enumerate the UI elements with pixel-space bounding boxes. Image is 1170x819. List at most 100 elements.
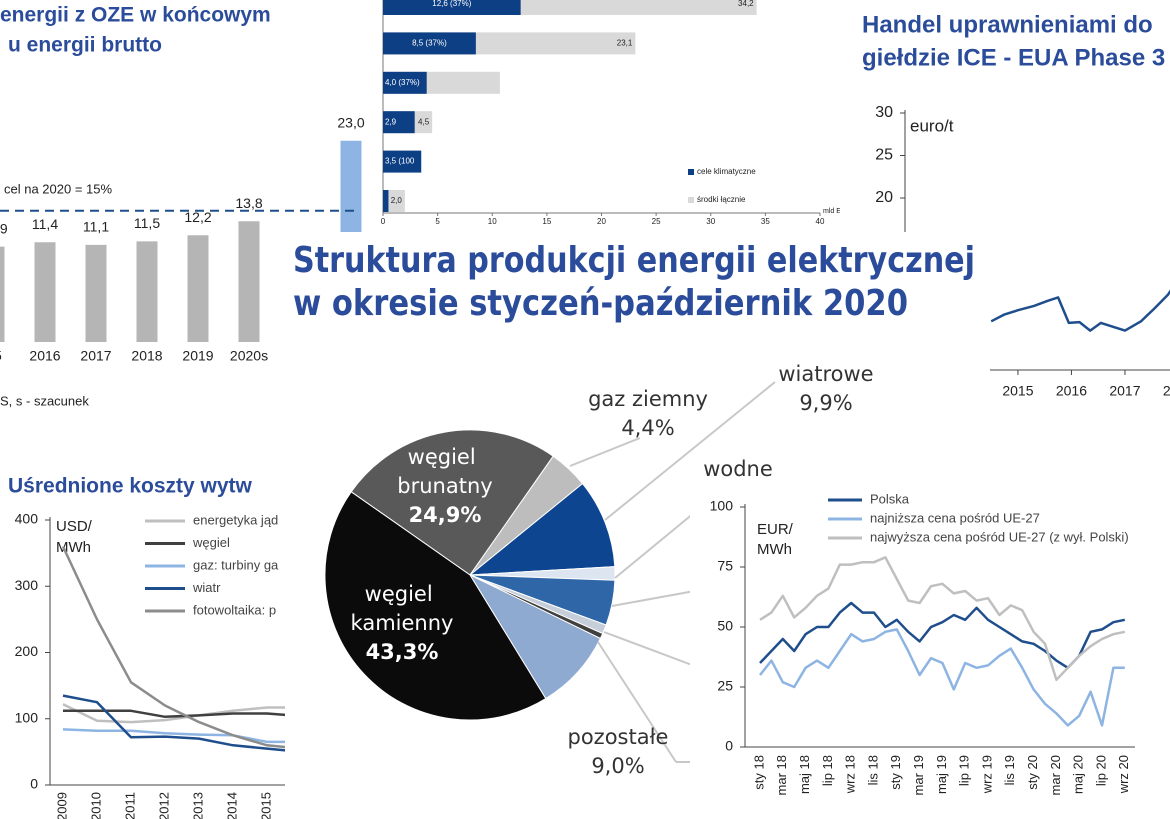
- slice-label: węgiel brunatny: [397, 445, 492, 498]
- y-tick-label: 50: [717, 618, 733, 634]
- line-series: [990, 289, 1170, 332]
- bar: [187, 235, 209, 342]
- slice-label: wiatrowe: [778, 362, 873, 386]
- pie-slice: [468, 482, 616, 576]
- value-label: 4,0 (37%): [385, 78, 420, 87]
- leader-line: [569, 437, 641, 467]
- bar: [383, 71, 427, 94]
- x-tick-label: 2014: [224, 792, 239, 819]
- leader-line: [604, 381, 776, 521]
- leader-line: [611, 589, 701, 607]
- legend-label: wiatr: [192, 580, 221, 595]
- value-label: 4,5: [418, 117, 430, 126]
- line-series: [759, 628, 1125, 727]
- x-tick-label: 2018: [1163, 383, 1170, 399]
- value-label: 34,2: [738, 0, 754, 8]
- value-label: 3,5 (100: [385, 157, 415, 166]
- y-tick-label: 75: [717, 558, 733, 574]
- chart-title: energii z OZE w końcowym: [0, 4, 271, 27]
- legend-label: węgiel: [192, 535, 230, 550]
- x-tick-label: maj 20: [1071, 755, 1086, 794]
- x-tick-label: 2018: [131, 348, 162, 364]
- x-tick-label: maj 19: [934, 755, 949, 794]
- pie-slice: [324, 491, 547, 721]
- slice-value-label: 9,0%: [591, 754, 644, 778]
- y-tick-label: 0: [725, 738, 733, 754]
- leader-line: [603, 631, 701, 669]
- x-tick-label: 2015: [258, 792, 273, 819]
- slice-value-label: 24,9%: [409, 503, 482, 527]
- x-tick-label: sty 20: [1025, 755, 1040, 790]
- chart-title: Handel uprawnieniami do: [862, 11, 1153, 38]
- axis-unit: MWh: [757, 541, 792, 558]
- x-tick-label: mar 19: [911, 755, 926, 795]
- legend-label: gaz: turbiny ga: [193, 557, 279, 572]
- slice-label: wodne: [703, 457, 773, 481]
- x-tick-label: lis 18: [865, 755, 880, 785]
- x-tick-label: 15: [0, 348, 2, 364]
- bar: [34, 242, 56, 342]
- x-tick-label: 2019: [182, 348, 213, 364]
- x-tick-label: maj 18: [797, 755, 812, 794]
- slice-value-label: 43,3%: [366, 640, 439, 664]
- y-tick-label: 25: [717, 678, 733, 694]
- x-tick-label: mar 20: [1048, 755, 1063, 795]
- axis-unit: EUR/: [757, 521, 794, 538]
- legend-label: cele klimatyczne: [697, 167, 756, 176]
- x-tick-label: 10: [488, 217, 497, 226]
- bar: [383, 32, 476, 55]
- x-tick-label: 15: [542, 217, 551, 226]
- line-series: [61, 545, 300, 750]
- line-series: [759, 556, 1126, 682]
- value-label: 8,5 (37%): [412, 39, 447, 48]
- bar: [383, 190, 389, 212]
- axis-unit: mld EU: [823, 208, 846, 215]
- value-label: 11,1: [83, 219, 109, 235]
- panel: 0 5 10 15 20 25 30 35 40 34,2 23,1 4,5 2,0 12,6 (37%)…: [370, 0, 846, 232]
- x-tick-label: 25: [652, 217, 661, 226]
- x-tick-label: 2016: [29, 348, 60, 364]
- y-tick-label: 25: [875, 147, 893, 164]
- x-tick-label: lip 20: [1093, 755, 1108, 786]
- value-label: 11,4: [32, 216, 58, 232]
- value-label: 12,6 (37%): [432, 0, 471, 8]
- slice-label: pozostałe: [568, 725, 669, 749]
- bar: [0, 246, 5, 342]
- chart-title: Uśrednione koszty wytw: [8, 475, 253, 498]
- slice-value-label: 4,4%: [621, 416, 674, 440]
- y-tick-label: 0: [30, 776, 38, 792]
- x-tick-label: sty 19: [888, 755, 903, 790]
- y-tick-label: 400: [15, 511, 39, 527]
- legend-swatch: [688, 169, 694, 175]
- x-tick-label: 2009: [54, 792, 69, 819]
- value-label: 13,8: [235, 195, 262, 211]
- chart-title: w okresie styczeń-październik 2020: [293, 283, 908, 324]
- x-tick-label: 30: [706, 217, 715, 226]
- legend-label: Polska: [870, 491, 910, 506]
- x-tick-label: 2020s: [230, 348, 268, 364]
- x-tick-label: 0: [381, 217, 386, 226]
- x-tick-label: 2011: [122, 792, 137, 819]
- x-tick-label: 40: [816, 217, 825, 226]
- line-series: [62, 728, 300, 744]
- y-tick-label: 20: [875, 189, 893, 206]
- value-label: 11,5: [134, 215, 160, 231]
- x-tick-label: wrz 18: [843, 755, 858, 794]
- reference-label: cel na 2020 = 15%: [4, 181, 112, 196]
- bar: [383, 150, 422, 173]
- y-tick-label: 100: [15, 709, 39, 725]
- x-tick-label: 2013: [190, 792, 205, 819]
- panel: Struktura produkcji energii elektrycznej…: [285, 232, 990, 819]
- x-tick-label: 35: [761, 217, 770, 226]
- y-tick-label: 300: [15, 577, 39, 593]
- value-label: 10,9: [0, 220, 8, 236]
- x-tick-label: lis 19: [1002, 755, 1017, 785]
- x-tick-label: 20: [597, 217, 606, 226]
- x-tick-label: mar 18: [774, 755, 789, 795]
- x-tick-label: wrz 19: [979, 755, 994, 794]
- value-label: 23,0: [337, 114, 364, 130]
- x-tick-label: 5: [435, 217, 440, 226]
- axis-unit: euro/t: [910, 116, 954, 135]
- bar: [85, 244, 107, 342]
